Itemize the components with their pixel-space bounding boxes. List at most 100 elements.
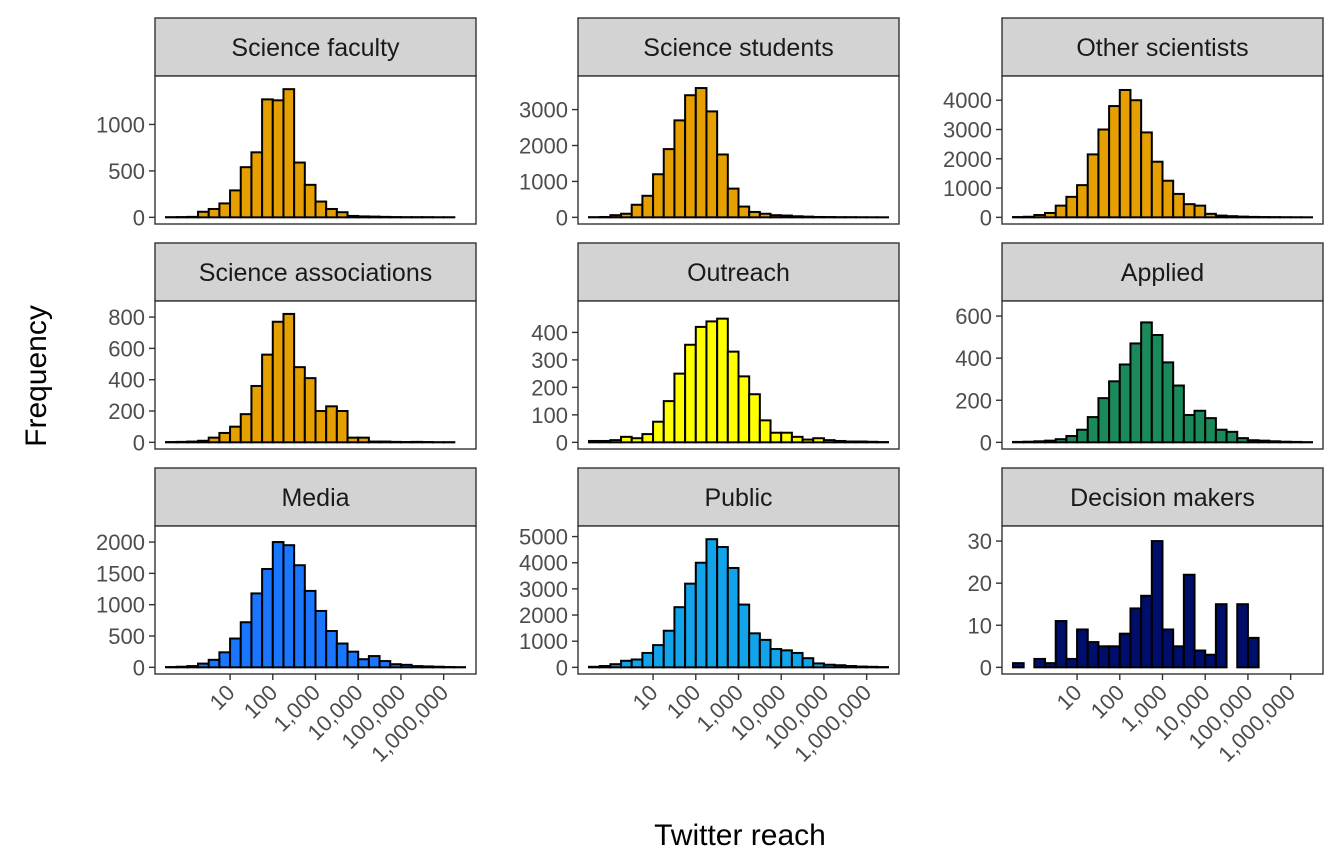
bar [684, 94, 697, 219]
bar [1065, 657, 1079, 669]
bar [1193, 204, 1207, 219]
bar [1022, 440, 1036, 444]
bar [1118, 363, 1132, 444]
bars [1012, 540, 1260, 669]
bar [737, 375, 751, 444]
bar [780, 214, 793, 219]
bar [716, 546, 729, 669]
y-tick-label: 2000 [96, 530, 145, 555]
bar [218, 202, 232, 219]
bar [282, 88, 296, 219]
bar [1161, 628, 1175, 669]
bar [335, 410, 349, 444]
bar [1118, 88, 1132, 219]
bar [1182, 573, 1196, 669]
bar [726, 566, 740, 669]
y-tick-label: 300 [531, 348, 568, 373]
bar [421, 665, 434, 669]
panel-other-scientists: Other scientists 0 1000 2000 3000 4000 [943, 17, 1324, 230]
strip-outreach [577, 242, 900, 302]
bar [844, 665, 857, 669]
panel-title: Applied [1121, 259, 1204, 287]
y-tick-label: 0 [980, 655, 992, 680]
y-tick-label: 1000 [519, 169, 568, 194]
bar [293, 366, 306, 444]
bar [854, 665, 868, 669]
y-tick-label: 4000 [519, 551, 568, 576]
plot-area [1001, 75, 1324, 225]
bar [314, 609, 328, 669]
bar [705, 320, 719, 444]
bar [588, 439, 601, 444]
panel-media: Media 0 500 1000 1500 2000 [96, 467, 477, 680]
bar [335, 642, 349, 669]
bar [726, 187, 740, 219]
y-tick-label: 500 [108, 159, 145, 184]
strip-decision-makers [1001, 467, 1324, 527]
y-tick-label: 200 [108, 399, 145, 424]
y-tick-label: 0 [133, 205, 145, 230]
bar [1044, 439, 1057, 444]
bar [1172, 645, 1185, 669]
x-tick-label: 10 [205, 680, 240, 715]
bar [239, 413, 253, 444]
bar [1150, 160, 1164, 219]
y-tick-label: 0 [980, 430, 992, 455]
bar [1204, 653, 1217, 669]
y-tick-label: 2000 [519, 603, 568, 628]
bar [758, 638, 772, 669]
strip-science-faculty [154, 17, 477, 77]
bar [1033, 440, 1047, 444]
y-tick-label: 1000 [96, 593, 145, 618]
bar [1236, 603, 1249, 669]
bar [1118, 632, 1132, 669]
bar [1086, 641, 1100, 669]
bar [641, 194, 655, 219]
bar [609, 663, 623, 669]
y-tick-label: 0 [133, 655, 145, 680]
bar [1204, 212, 1217, 219]
x-axis-title: Twitter reach [654, 819, 826, 852]
panel-title: Decision makers [1070, 484, 1255, 512]
bar [1246, 439, 1260, 444]
bar [780, 431, 793, 444]
bar [748, 632, 761, 669]
bar [1065, 435, 1079, 444]
bar [186, 665, 200, 669]
bar [1193, 409, 1207, 444]
bar [1236, 437, 1249, 444]
bar [684, 343, 697, 444]
bar [1097, 128, 1111, 219]
bar [748, 210, 761, 219]
bar [1236, 215, 1249, 219]
bar [1140, 594, 1153, 669]
y-tick-label: 800 [108, 305, 145, 330]
bar [812, 437, 825, 444]
bar [271, 320, 285, 444]
bar [399, 663, 413, 669]
y-tick-label: 1000 [96, 112, 145, 137]
bar [229, 189, 242, 219]
bar [271, 541, 285, 669]
bar [1054, 438, 1068, 444]
bar [207, 207, 221, 219]
bar [748, 393, 761, 444]
bar [780, 649, 793, 669]
bar [378, 660, 392, 669]
bar [239, 621, 253, 669]
y-tick-label: 200 [955, 388, 992, 413]
strip-science-associations [154, 242, 477, 302]
bar [854, 440, 868, 444]
bar [1129, 607, 1143, 669]
bar [684, 582, 697, 669]
bar [197, 439, 210, 444]
bar [250, 592, 264, 669]
bar [694, 561, 708, 669]
panel-title: Science faculty [231, 34, 400, 62]
bar [801, 657, 815, 669]
bar [620, 659, 633, 669]
bar [833, 664, 847, 669]
bar [293, 161, 306, 219]
